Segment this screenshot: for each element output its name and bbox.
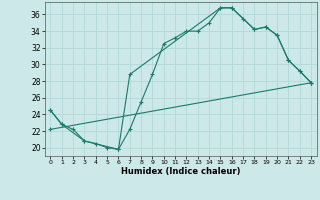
X-axis label: Humidex (Indice chaleur): Humidex (Indice chaleur) — [121, 167, 241, 176]
